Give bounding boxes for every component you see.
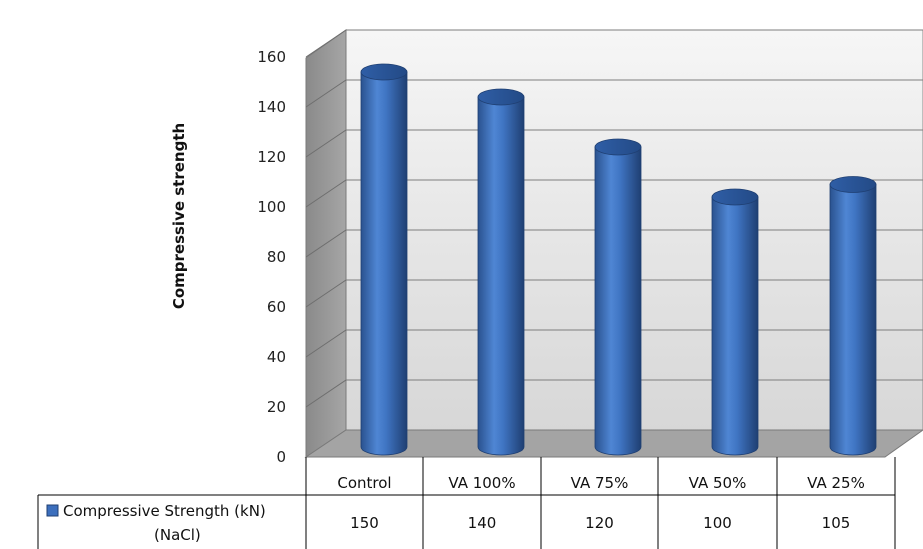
bar-top: [477, 88, 525, 106]
gridline-side: [305, 329, 347, 358]
value-label: 140: [468, 514, 497, 532]
y-tick-label: 40: [267, 348, 286, 366]
y-tick-label: 100: [257, 198, 286, 216]
value-label: 120: [585, 514, 614, 532]
y-tick-label: 0: [276, 448, 286, 466]
category-label: VA 25%: [807, 474, 865, 492]
bar-top: [594, 138, 642, 156]
gridline-side: [305, 179, 347, 208]
value-label: 105: [822, 514, 851, 532]
gridline-side: [305, 229, 347, 258]
y-tick-labels: 0 20 40 60 80 100 120 140 160: [257, 48, 286, 466]
gridline-side: [305, 79, 347, 108]
bar-3: [594, 138, 642, 456]
legend-label-line2: (NaCl): [154, 526, 201, 544]
y-tick-label: 60: [267, 298, 286, 316]
bar-body: [594, 146, 642, 456]
bar-body: [711, 196, 759, 456]
legend-label-line1: Compressive Strength (kN): [63, 502, 266, 520]
category-label: VA 50%: [689, 474, 747, 492]
bar-top: [829, 176, 877, 193]
y-axis-title: Compressive strength: [170, 123, 188, 309]
bar-top: [360, 63, 408, 81]
bars: [360, 63, 877, 456]
y-tick-label: 20: [267, 398, 286, 416]
bar-body: [477, 96, 525, 456]
gridline-side: [305, 129, 347, 158]
y-tick-label: 160: [257, 48, 286, 66]
gridline-side: [305, 29, 347, 58]
bar-body: [829, 184, 877, 456]
bar-5: [829, 176, 877, 456]
y-tick-label: 140: [257, 98, 286, 116]
category-label: VA 75%: [571, 474, 629, 492]
category-label: VA 100%: [448, 474, 515, 492]
gridline-side: [305, 279, 347, 308]
y-tick-label: 120: [257, 148, 286, 166]
bar-body: [360, 71, 408, 456]
bar-1: [360, 63, 408, 456]
value-label: 150: [350, 514, 379, 532]
bar-2: [477, 88, 525, 456]
legend-key: [46, 504, 59, 517]
bar-4: [711, 188, 759, 456]
gridline-side: [305, 379, 347, 408]
data-table: Control 150 VA 100% 140 VA 75% 120 VA 50% 100 VA…: [37, 457, 896, 549]
y-tick-label: 80: [267, 248, 286, 266]
category-label: Control: [337, 474, 391, 492]
bar-top: [711, 188, 759, 206]
value-label: 100: [703, 514, 732, 532]
